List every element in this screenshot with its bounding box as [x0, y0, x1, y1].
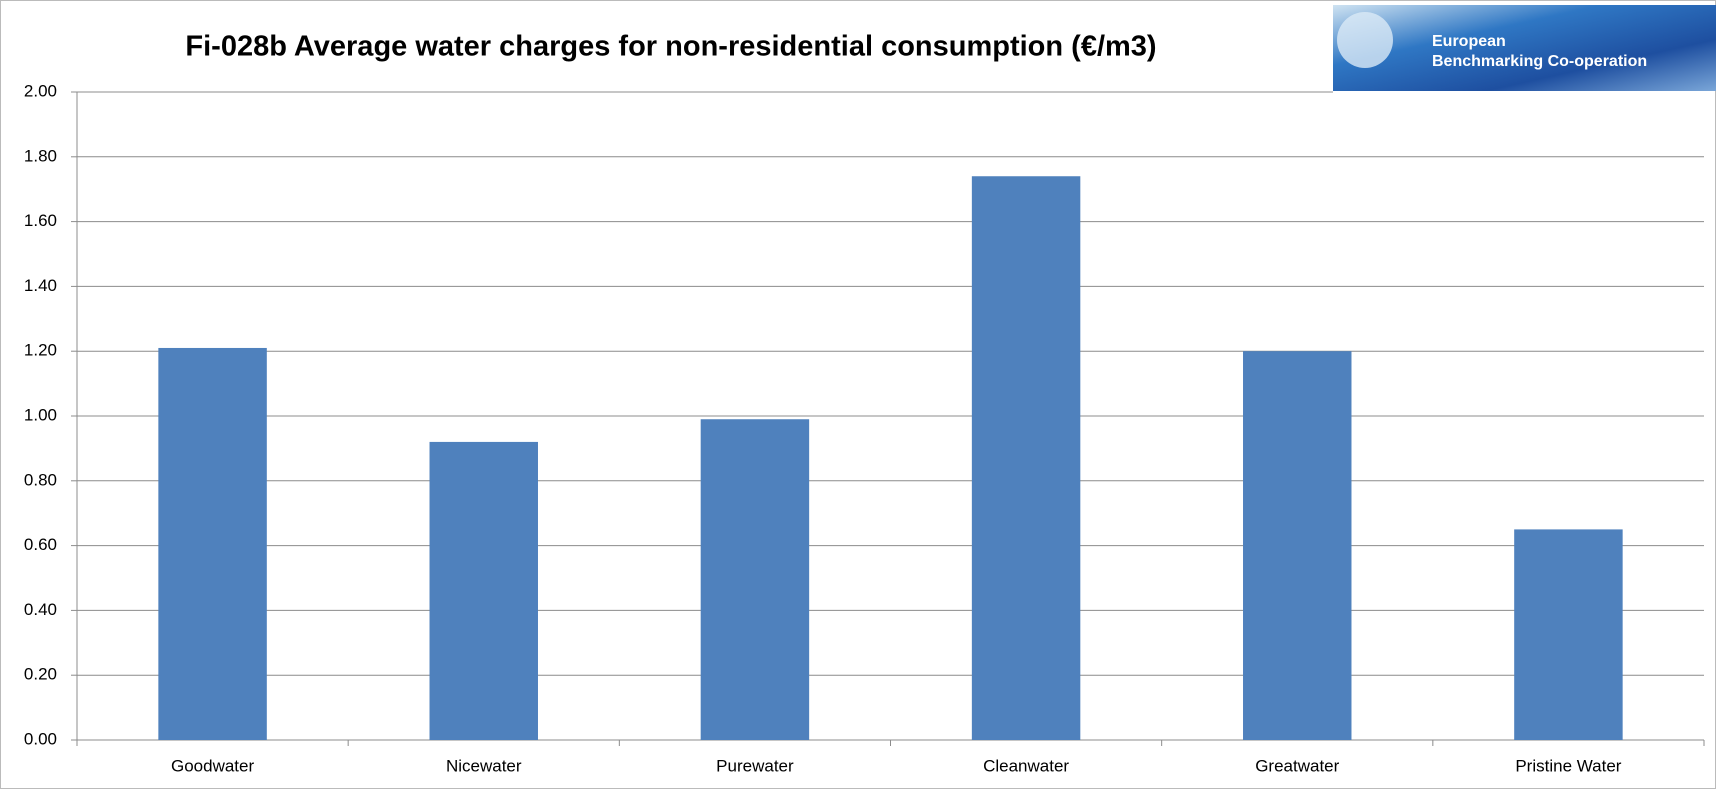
y-tick-label: 1.40 — [24, 276, 57, 295]
y-tick-label: 1.80 — [24, 146, 57, 165]
y-tick-label: 1.20 — [24, 341, 57, 360]
y-tick-label: 0.00 — [24, 729, 57, 748]
logo-text: Benchmarking Co-operation — [1432, 53, 1647, 70]
bar — [1514, 529, 1623, 740]
x-tick-label: Nicewater — [446, 756, 522, 775]
x-tick-label: Greatwater — [1255, 756, 1339, 775]
bar — [158, 347, 267, 740]
logo-text: European — [1432, 33, 1506, 50]
y-tick-label: 1.00 — [24, 405, 57, 424]
y-tick-label: 0.40 — [24, 600, 57, 619]
x-tick-label: Pristine Water — [1515, 756, 1621, 775]
y-tick-label: 1.60 — [24, 211, 57, 230]
logo — [1333, 5, 1716, 91]
logo-icon — [1337, 12, 1393, 68]
bar — [429, 441, 538, 740]
bar — [971, 176, 1081, 741]
y-tick-label: 0.60 — [24, 535, 57, 554]
bar — [1243, 351, 1352, 740]
y-tick-label: 0.80 — [24, 470, 57, 489]
x-tick-label: Purewater — [716, 756, 794, 775]
chart-title: Fi-028b Average water charges for non-re… — [185, 31, 1156, 63]
bar — [700, 419, 810, 740]
x-tick-label: Cleanwater — [983, 756, 1069, 775]
x-tick-label: Goodwater — [171, 756, 254, 775]
y-tick-label: 0.20 — [24, 665, 57, 684]
y-tick-label: 2.00 — [24, 81, 57, 100]
